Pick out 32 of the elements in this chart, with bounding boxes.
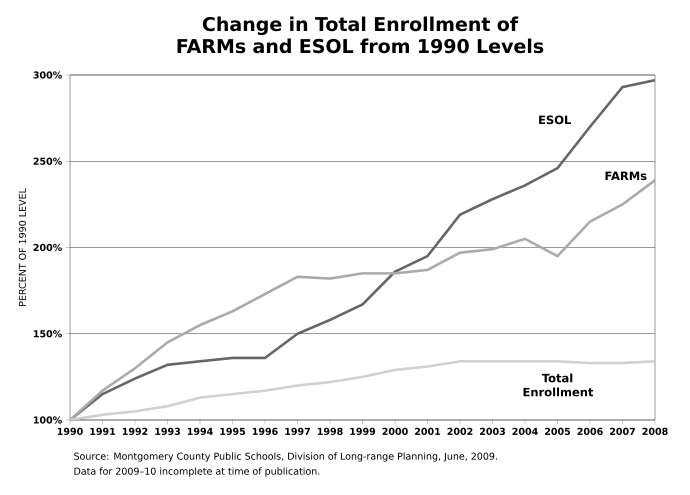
x-tick-label: 2003 [480, 428, 505, 435]
x-tick-label: 1999 [350, 428, 376, 435]
x-tick-label: 2000 [382, 428, 408, 435]
x-tick-label: 1995 [220, 428, 246, 435]
x-tick-label: 2004 [512, 428, 538, 435]
y-tick-label: 300% [34, 71, 62, 79]
y-tick-label: 100% [34, 416, 62, 424]
x-tick-label: 2002 [448, 428, 472, 435]
y-axis-title: PERCENT OF 1990 LEVEL [18, 188, 26, 306]
x-tick-label: 1993 [155, 428, 180, 435]
x-tick-label: 1991 [90, 428, 116, 435]
x-tick-label: 1997 [285, 428, 310, 435]
series-label: Total Enrollment [524, 374, 594, 396]
source-note: Source: Montgomery County Public Schools, Division of Long-range Planning, June, 2009. [74, 452, 497, 462]
y-tick-label: 150% [34, 330, 62, 338]
chart-title: Change in Total Enrollment of FARMs and ESOL from 1990 Levels [178, 16, 544, 54]
line-series [70, 178, 656, 420]
text: Data for 2009–10 incomplete at time of publication. [74, 467, 320, 477]
x-tick-label: 1994 [188, 428, 213, 435]
x-tick-label: 1990 [58, 428, 83, 435]
x-tick-label: 2008 [642, 428, 668, 435]
y-tick-label: 200% [34, 244, 62, 252]
x-tick-label: 1998 [318, 428, 343, 435]
series-label: ESOL [539, 116, 572, 124]
x-tick-label: 1996 [252, 428, 278, 435]
y-tick-label: 250% [34, 158, 62, 165]
x-tick-label: 2001 [415, 428, 440, 435]
x-tick-label: 2005 [545, 428, 570, 435]
series-label: FARMs [606, 172, 647, 180]
x-tick-label: 2006 [578, 428, 603, 435]
x-tick-label: 2007 [610, 428, 635, 435]
x-tick-label: 1992 [122, 428, 148, 435]
